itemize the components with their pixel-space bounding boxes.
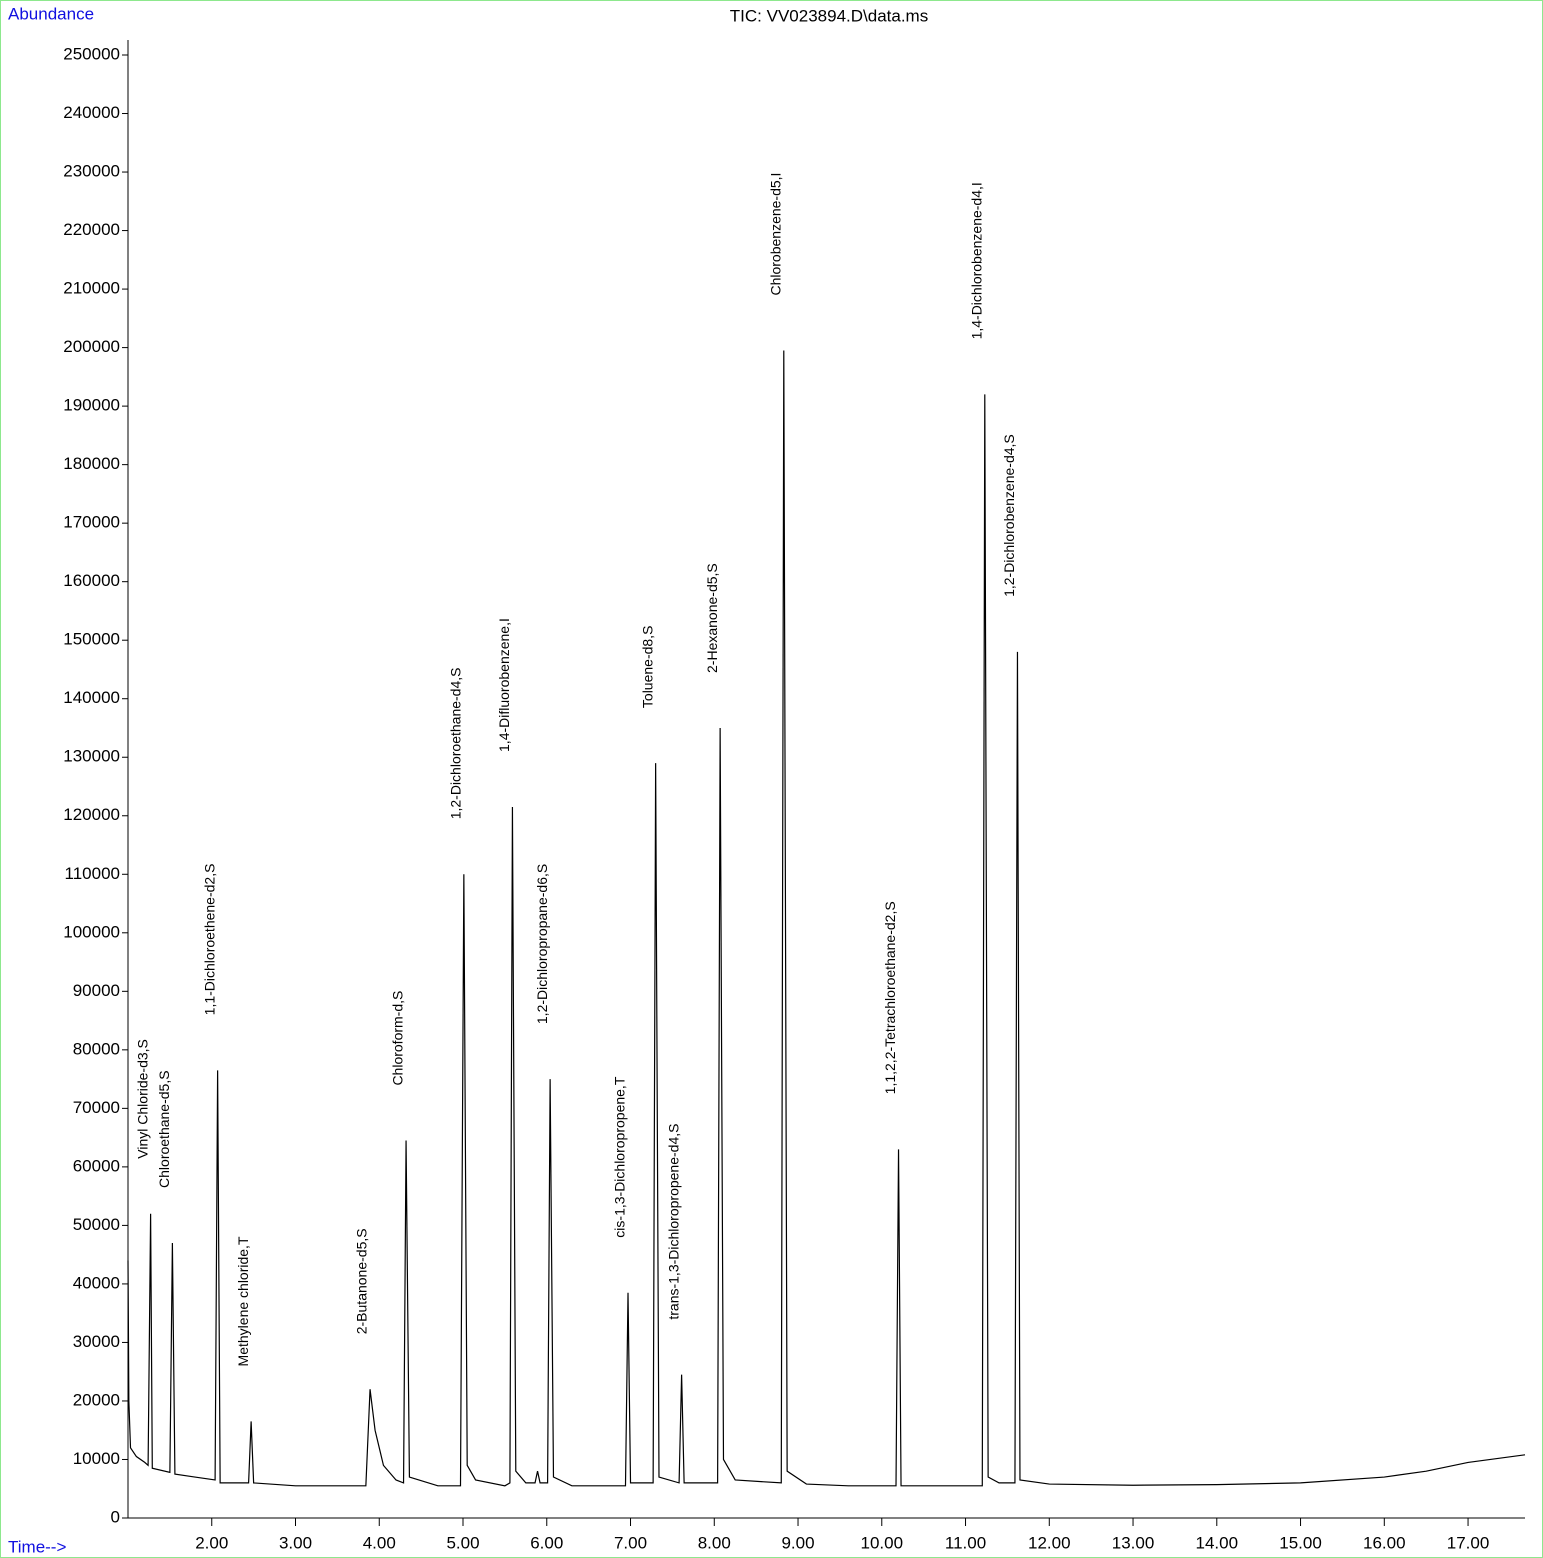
peak-label: Chloroethane-d5,S	[156, 1070, 172, 1188]
peak-label: Chlorobenzene-d5,I	[767, 173, 783, 296]
peak-label: Methylene chloride,T	[235, 1236, 251, 1366]
y-tick-label: 210000	[63, 279, 120, 298]
peak-label: 1,2-Dichloropropane-d6,S	[534, 864, 550, 1024]
x-tick-label: 9.00	[781, 1533, 814, 1552]
x-tick-label: 17.00	[1447, 1533, 1490, 1552]
peak-label: Chloroform-d,S	[390, 991, 406, 1086]
x-tick-label: 15.00	[1279, 1533, 1322, 1552]
peak-label: 1,1,2,2-Tetrachloroethane-d2,S	[882, 901, 898, 1094]
chart-title: TIC: VV023894.D\data.ms	[730, 6, 928, 25]
x-tick-label: 2.00	[195, 1533, 228, 1552]
y-tick-label: 240000	[63, 103, 120, 122]
x-tick-label: 8.00	[698, 1533, 731, 1552]
y-tick-label: 60000	[73, 1156, 120, 1175]
peak-label: 1,4-Dichlorobenzene-d4,I	[968, 182, 984, 339]
x-tick-label: 14.00	[1196, 1533, 1239, 1552]
y-tick-label: 40000	[73, 1273, 120, 1292]
peak-label: cis-1,3-Dichloropropene,T	[612, 1076, 628, 1238]
x-tick-label: 11.00	[945, 1533, 986, 1552]
y-tick-label: 190000	[63, 396, 120, 415]
trace	[127, 350, 1526, 1487]
peak-label: 2-Butanone-d5,S	[354, 1228, 370, 1334]
x-tick-label: 6.00	[530, 1533, 563, 1552]
y-tick-label: 230000	[63, 162, 120, 181]
x-tick-label: 3.00	[279, 1533, 312, 1552]
y-tick-label: 0	[111, 1507, 120, 1526]
y-tick-label: 70000	[73, 1098, 120, 1117]
x-tick-label: 7.00	[614, 1533, 647, 1552]
peak-label: trans-1,3-Dichloropropene-d4,S	[665, 1124, 681, 1320]
y-tick-label: 220000	[63, 220, 120, 239]
y-tick-label: 170000	[63, 513, 120, 532]
y-tick-label: 90000	[73, 981, 120, 1000]
x-tick-label: 12.00	[1028, 1533, 1071, 1552]
x-tick-label: 10.00	[861, 1533, 904, 1552]
y-tick-label: 30000	[73, 1332, 120, 1351]
peak-label: Vinyl Chloride-d3,S	[134, 1039, 150, 1159]
y-tick-label: 140000	[63, 688, 120, 707]
y-tick-label: 110000	[65, 864, 120, 883]
y-tick-label: 10000	[73, 1449, 120, 1468]
y-tick-label: 80000	[73, 1039, 120, 1058]
peak-label: 1,2-Dichloroethane-d4,S	[448, 668, 464, 820]
x-tick-label: 4.00	[363, 1533, 396, 1552]
y-tick-label: 100000	[63, 922, 120, 941]
y-tick-label: 120000	[63, 805, 120, 824]
y-tick-label: 130000	[63, 747, 120, 766]
peak-label: 1,2-Dichlorobenzene-d4,S	[1001, 434, 1017, 597]
peak-label: Toluene-d8,S	[639, 626, 655, 709]
peak-label: 1,1-Dichloroethene-d2,S	[201, 864, 217, 1016]
x-axis-label: Time-->	[8, 1537, 66, 1556]
peak-label: 2-Hexanone-d5,S	[704, 563, 720, 673]
peak-label: 1,4-Difluorobenzene,I	[496, 618, 512, 752]
y-tick-label: 200000	[63, 337, 120, 356]
y-tick-label: 250000	[63, 44, 120, 63]
y-tick-label: 180000	[63, 454, 120, 473]
y-tick-label: 50000	[73, 1215, 120, 1234]
x-tick-label: 16.00	[1363, 1533, 1406, 1552]
y-tick-label: 160000	[63, 571, 120, 590]
y-axis-label: Abundance	[8, 4, 94, 23]
y-tick-label: 20000	[73, 1390, 120, 1409]
x-tick-label: 13.00	[1112, 1533, 1155, 1552]
y-tick-label: 150000	[63, 630, 120, 649]
x-tick-label: 5.00	[446, 1533, 479, 1552]
